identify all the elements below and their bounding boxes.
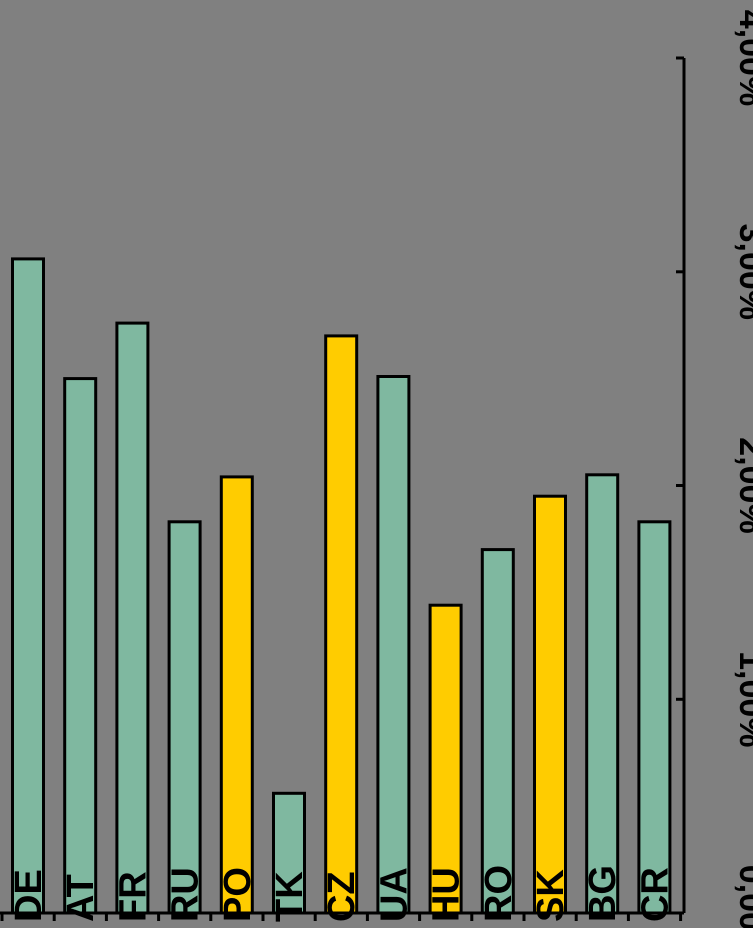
y-tick-label: 0,00% — [732, 865, 753, 928]
category-label-ro: RO — [478, 865, 520, 922]
category-label-bg: BG — [582, 865, 624, 922]
bar-bg — [585, 473, 620, 915]
category-label-fr: FR — [112, 871, 154, 922]
category-label-tk: TK — [269, 871, 311, 922]
axes-group — [0, 56, 686, 921]
category-label-de: DE — [8, 869, 50, 922]
bars-group — [11, 257, 672, 915]
category-label-cz: CZ — [321, 871, 363, 922]
bar-sk — [533, 494, 567, 915]
y-tick-label: 3,00% — [732, 224, 753, 320]
category-label-ua: UA — [373, 867, 415, 922]
category-label-cr: CR — [634, 867, 676, 922]
y-tick-labels-group: 0,00% 1,00% 2,00% 3,00% 4,00% — [732, 10, 753, 928]
category-label-sk: SK — [530, 869, 572, 922]
y-tick-label: 2,00% — [732, 437, 753, 533]
bar-hu — [428, 603, 463, 915]
bar-ro — [480, 548, 515, 915]
bar-cz — [324, 334, 359, 915]
category-labels-group: DE AT FR RU PO TK CZ UA HU RO SK BG CR — [8, 865, 676, 922]
category-label-po: PO — [217, 867, 259, 922]
bar-fr — [115, 321, 150, 915]
bar-ua — [376, 375, 411, 915]
bar-at — [63, 377, 98, 915]
y-tick-label: 1,00% — [732, 651, 753, 747]
bar-de — [11, 257, 45, 915]
y-tick-label: 4,00% — [732, 10, 753, 106]
bar-po — [219, 475, 254, 915]
bar-ru — [167, 520, 202, 915]
category-label-hu: HU — [426, 867, 468, 922]
category-label-at: AT — [60, 874, 102, 922]
category-label-ru: RU — [165, 867, 207, 922]
bar-cr — [637, 520, 672, 915]
